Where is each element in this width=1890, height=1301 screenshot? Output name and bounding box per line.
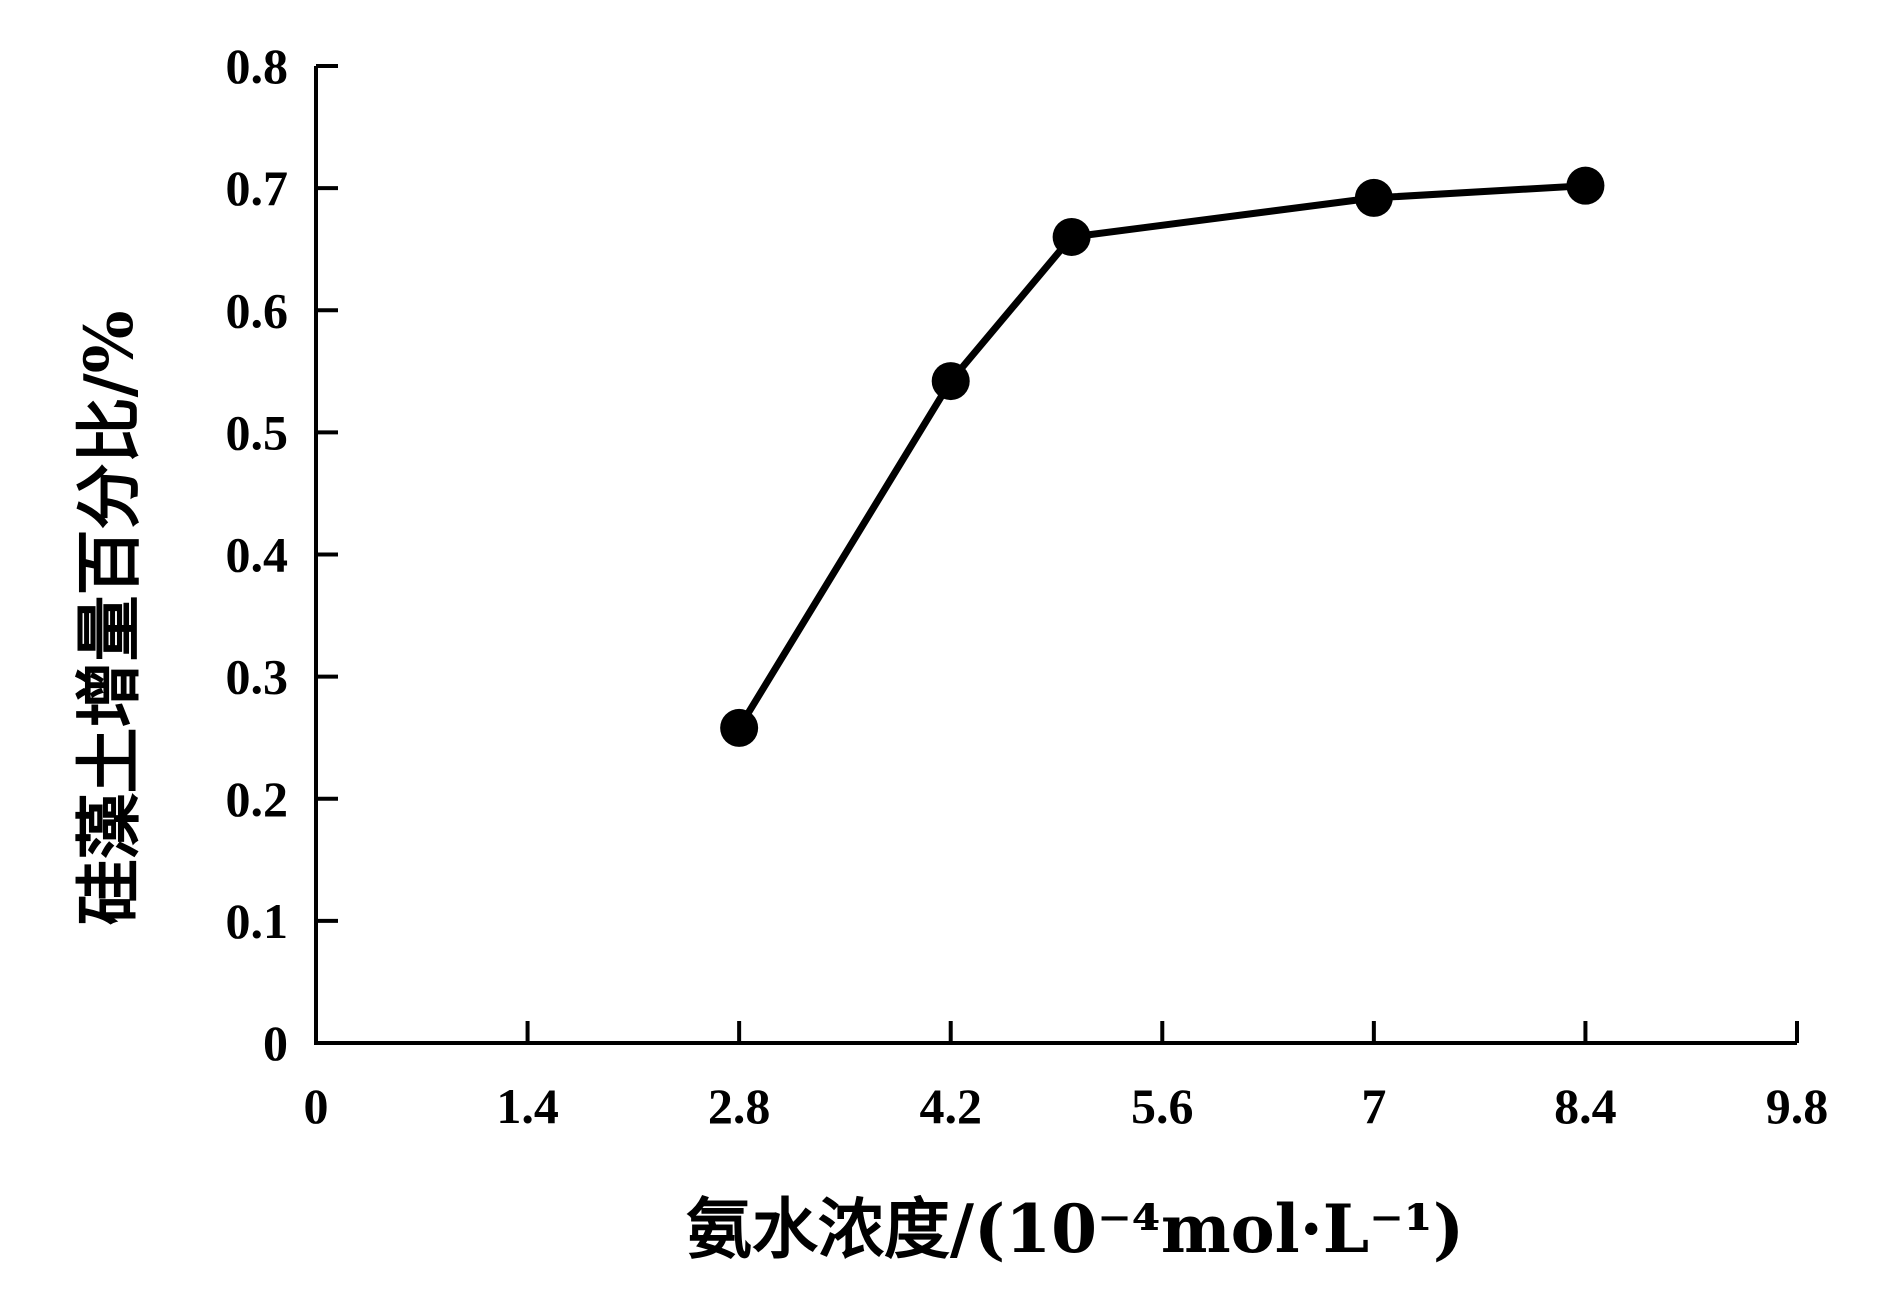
data-point xyxy=(720,708,759,747)
data-point xyxy=(931,362,970,401)
x-tick-label: 4.2 xyxy=(919,1078,982,1134)
x-tick-label: 1.4 xyxy=(496,1078,559,1134)
y-tick-label: 0 xyxy=(263,1015,288,1071)
y-tick-label: 0.6 xyxy=(226,282,289,338)
x-axis-title: 氨水浓度/(10⁻⁴mol·L⁻¹) xyxy=(686,1190,1464,1268)
x-tick-label: 8.4 xyxy=(1554,1078,1617,1134)
x-tick-label: 2.8 xyxy=(708,1078,771,1134)
x-tick-label: 5.6 xyxy=(1131,1078,1194,1134)
x-tick-label: 0 xyxy=(304,1078,329,1134)
y-tick-label: 0.7 xyxy=(226,160,289,216)
y-axis-ticks: 0 0.1 0.2 0.3 0.4 0.5 0.6 0.7 0.8 xyxy=(226,38,338,1071)
y-tick-label: 0.3 xyxy=(226,649,289,705)
data-point xyxy=(1566,166,1605,205)
data-point xyxy=(1052,217,1091,256)
y-tick-label: 0.1 xyxy=(226,893,289,949)
y-axis-title: 硅藻土增量百分比/% xyxy=(70,311,148,926)
x-tick-label: 7 xyxy=(1361,1078,1386,1134)
y-tick-label: 0.8 xyxy=(226,38,289,94)
series-group xyxy=(720,166,1605,747)
x-axis-ticks: 0 1.4 2.8 4.2 5.6 7 8.4 9.8 xyxy=(304,1021,1829,1134)
y-tick-label: 0.4 xyxy=(226,527,289,583)
series-line xyxy=(736,182,1586,730)
y-tick-label: 0.5 xyxy=(226,404,289,460)
y-tick-label: 0.2 xyxy=(226,771,289,827)
x-tick-label: 9.8 xyxy=(1766,1078,1829,1134)
data-point xyxy=(1354,178,1393,217)
axes xyxy=(314,66,1797,1045)
